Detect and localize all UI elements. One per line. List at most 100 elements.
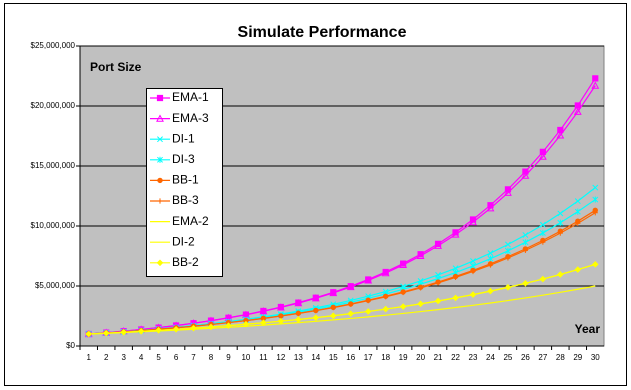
marker — [259, 307, 268, 315]
marker — [399, 303, 407, 310]
marker — [539, 148, 546, 155]
marker — [172, 325, 180, 333]
marker — [556, 131, 565, 139]
marker — [364, 308, 372, 315]
marker — [399, 260, 408, 269]
marker — [487, 287, 494, 295]
legend-label: DI-1 — [172, 131, 195, 145]
marker — [295, 316, 302, 323]
marker — [574, 102, 581, 109]
y-tick-label: $20,000,000 — [31, 101, 76, 110]
marker — [295, 310, 301, 317]
legend-label: EMA-1 — [172, 90, 209, 104]
marker — [155, 327, 162, 334]
y-axis-label: Port Size — [90, 60, 142, 74]
marker — [313, 308, 319, 314]
x-tick-label: 1 — [87, 353, 92, 362]
marker — [557, 230, 563, 236]
marker — [276, 303, 285, 311]
marker — [294, 298, 303, 307]
x-tick-label: 10 — [241, 353, 250, 362]
x-tick-label: 8 — [209, 353, 214, 362]
x-tick-label: 24 — [486, 353, 495, 362]
series-line — [88, 85, 596, 335]
marker — [522, 239, 529, 246]
marker — [557, 210, 564, 217]
marker — [347, 310, 355, 317]
marker — [591, 81, 600, 89]
marker — [120, 328, 127, 336]
marker — [592, 75, 599, 82]
x-tick-label: 30 — [591, 353, 600, 362]
x-tick-label: 28 — [556, 353, 565, 362]
grid: $0 $5,000,000 $10,000,000 $15,000,000 $20,00… — [31, 41, 604, 362]
marker — [157, 136, 163, 143]
x-tick-label: 5 — [156, 353, 161, 362]
legend-label: BB-3 — [172, 193, 199, 207]
marker — [329, 312, 337, 320]
marker — [451, 230, 460, 238]
marker — [486, 204, 495, 212]
marker — [190, 324, 197, 332]
x-tick-label: 14 — [311, 353, 320, 362]
series-line — [88, 285, 596, 335]
marker — [538, 152, 547, 160]
marker — [487, 255, 494, 262]
marker — [417, 300, 424, 308]
marker — [591, 261, 599, 268]
x-tick-label: 13 — [294, 353, 303, 362]
marker — [487, 262, 494, 268]
x-tick-label: 25 — [503, 353, 512, 362]
marker — [522, 280, 529, 287]
marker — [470, 268, 476, 275]
marker — [416, 251, 425, 259]
marker — [381, 268, 390, 277]
marker — [487, 250, 494, 257]
marker — [157, 156, 163, 163]
marker — [365, 298, 371, 304]
x-axis-label: Year — [575, 322, 601, 336]
marker — [557, 271, 564, 278]
marker — [522, 247, 528, 253]
marker — [312, 314, 320, 321]
marker — [557, 219, 564, 226]
marker — [260, 319, 267, 327]
y-tick-label: $5,000,000 — [35, 281, 76, 290]
marker — [539, 221, 546, 228]
marker — [540, 239, 546, 245]
marker — [418, 285, 424, 291]
marker — [348, 301, 354, 307]
x-tick-label: 3 — [121, 353, 126, 362]
marker — [156, 94, 164, 102]
marker — [452, 274, 459, 281]
x-tick-label: 16 — [346, 353, 355, 362]
marker — [400, 289, 406, 296]
marker — [156, 114, 164, 122]
x-tick-label: 26 — [521, 353, 530, 362]
legend-label: DI-2 — [172, 234, 195, 248]
x-tick-label: 29 — [573, 353, 582, 362]
y-tick-label: $15,000,000 — [31, 161, 76, 170]
legend-label: EMA-3 — [172, 111, 209, 125]
x-tick-label: 23 — [469, 353, 478, 362]
marker — [503, 188, 512, 196]
marker — [207, 323, 215, 331]
marker — [505, 255, 511, 261]
marker — [575, 220, 581, 226]
marker — [469, 291, 477, 298]
marker — [85, 330, 93, 338]
x-tick-label: 27 — [538, 353, 547, 362]
marker — [573, 107, 582, 115]
marker — [504, 247, 511, 254]
x-tick-label: 22 — [451, 353, 460, 362]
x-tick-label: 6 — [174, 353, 179, 362]
marker — [522, 232, 529, 238]
marker — [521, 171, 530, 179]
lines — [84, 75, 600, 338]
x-tick-label: 9 — [226, 353, 231, 362]
marker — [383, 294, 389, 300]
legend-label: EMA-2 — [172, 214, 209, 228]
marker — [330, 305, 336, 311]
marker — [574, 208, 581, 215]
